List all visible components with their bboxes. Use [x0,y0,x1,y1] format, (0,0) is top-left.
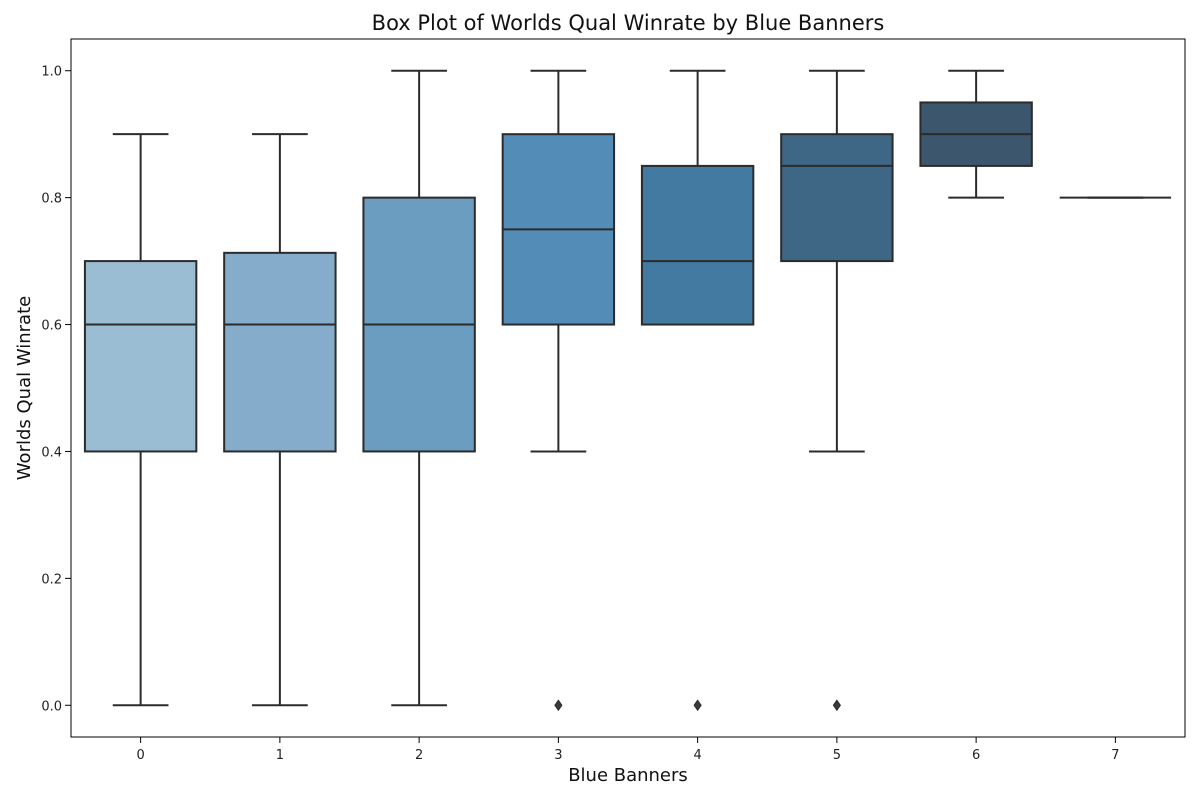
y-tick-label: 0.4 [41,445,62,460]
x-tick-label: 4 [693,748,701,763]
x-tick-label: 1 [276,748,284,763]
y-axis: 0.0 0.2 0.4 0.6 0.8 1.0 [41,65,71,714]
chart-title: Box Plot of Worlds Qual Winrate by Blue … [372,11,885,35]
x-tick-label: 5 [833,748,841,763]
outlier-point [554,699,563,712]
box-group [83,69,1172,712]
box-4 [640,69,755,712]
x-tick-label: 2 [415,748,423,763]
box-1 [223,133,337,707]
outlier-point [693,699,702,712]
iqr-box [780,133,894,263]
x-tick-label: 6 [972,748,980,763]
x-axis-title: Blue Banners [568,765,688,786]
y-tick-label: 0.6 [41,319,62,334]
y-tick-label: 0.2 [41,572,62,587]
x-tick-label: 3 [554,748,562,763]
box-2 [362,69,476,707]
x-tick-label: 7 [1111,748,1119,763]
box-0 [83,133,198,707]
box-5 [780,69,894,712]
iqr-box [83,260,198,453]
plot-frame [70,38,1186,738]
box-3 [501,69,616,712]
outlier-point [832,699,841,712]
x-tick-label: 0 [136,748,144,763]
y-tick-label: 1.0 [41,65,62,80]
y-axis-title: Worlds Qual Winrate [14,296,35,480]
iqr-box [640,164,755,326]
box-6 [919,69,1033,199]
x-axis: 0 1 2 3 4 5 6 7 [136,737,1120,763]
iqr-box [223,251,337,453]
y-tick-label: 0.8 [41,192,62,207]
y-tick-label: 0.0 [41,699,62,714]
